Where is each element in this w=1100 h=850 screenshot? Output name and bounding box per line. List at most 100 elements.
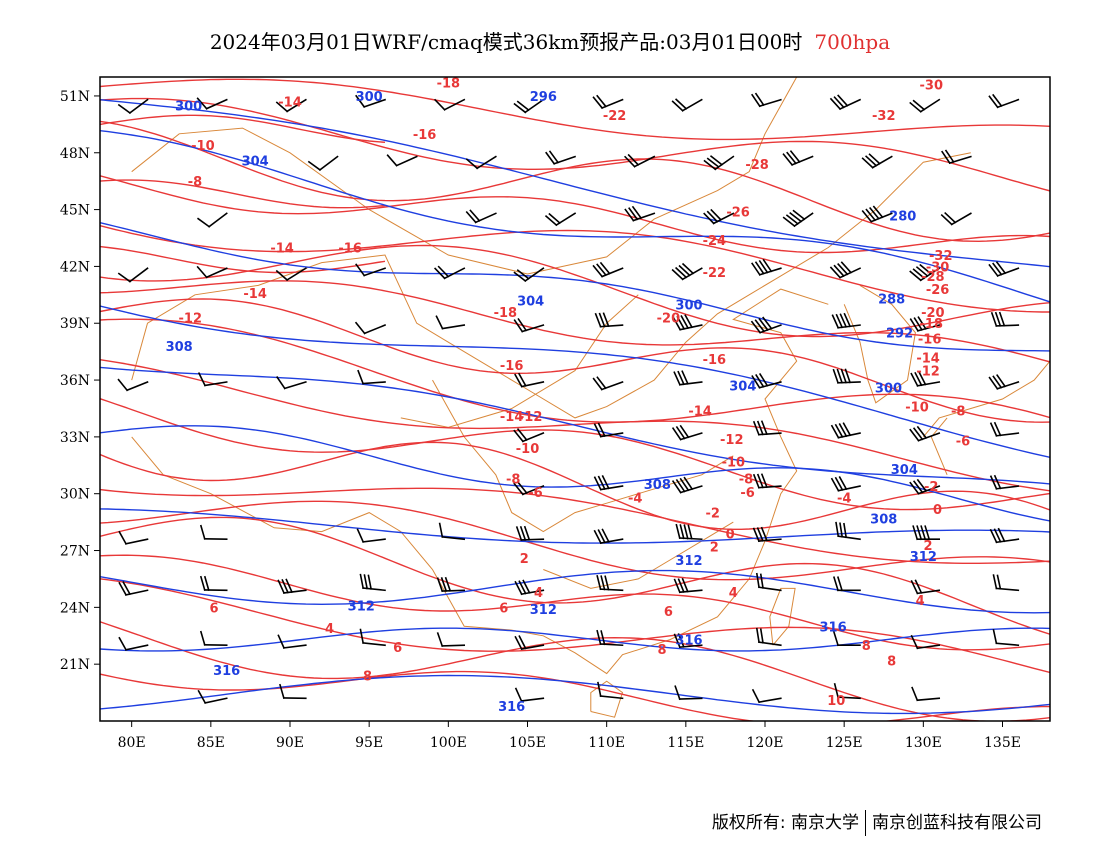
temperature-label: -10 xyxy=(905,401,929,416)
y-tick-label: 33N xyxy=(60,430,90,446)
temperature-label: -22 xyxy=(603,109,627,124)
wind-barb xyxy=(992,574,1020,592)
temperature-label: -4 xyxy=(628,491,642,506)
y-tick-label: 36N xyxy=(60,373,90,389)
temperature-label: 4 xyxy=(325,622,334,637)
wind-barb xyxy=(752,526,782,543)
wind-barb xyxy=(829,94,862,111)
temperature-label: 0 xyxy=(726,527,735,542)
height-contour xyxy=(100,305,1050,458)
wind-barb xyxy=(514,635,545,651)
wind-barb xyxy=(671,98,703,112)
x-tick-label: 135E xyxy=(984,735,1021,751)
temperature-label: 2 xyxy=(520,552,529,567)
height-label: 300 xyxy=(875,382,902,397)
wind-barb xyxy=(275,98,307,113)
wind-barb xyxy=(196,212,228,228)
temperature-contours xyxy=(100,78,1050,721)
temperature-label: -28 xyxy=(745,158,769,173)
temperature-label: -12 xyxy=(179,312,203,327)
temperature-label: -24 xyxy=(703,234,727,249)
temperature-label: -16 xyxy=(500,359,524,374)
temperature-label: -2 xyxy=(706,507,720,522)
footer-divider xyxy=(865,810,866,836)
wind-barb xyxy=(910,371,941,387)
wind-barb xyxy=(909,425,941,442)
wind-barb xyxy=(830,476,861,492)
isotherm xyxy=(100,245,386,274)
boundary-line xyxy=(131,152,971,419)
wind-barb xyxy=(674,685,703,701)
temperature-label: -8 xyxy=(506,473,520,488)
height-label: 316 xyxy=(213,664,240,679)
temperature-label: 4 xyxy=(534,586,543,601)
wind-barb xyxy=(118,636,149,651)
temperature-label: -14 xyxy=(270,241,294,256)
wind-barb xyxy=(197,372,228,387)
temperature-label: 8 xyxy=(887,654,896,669)
wind-barb xyxy=(988,261,1020,277)
wind-barb xyxy=(989,421,1020,437)
map-background xyxy=(100,77,1050,721)
height-label: 312 xyxy=(530,603,557,618)
height-contour xyxy=(100,222,1050,352)
isotherm xyxy=(100,298,1050,423)
wind-barb xyxy=(861,153,893,169)
wind-barb xyxy=(513,317,545,333)
height-label: 316 xyxy=(820,620,847,635)
wind-barb xyxy=(703,155,735,171)
boundary-line xyxy=(131,77,798,275)
wind-barb xyxy=(434,98,466,111)
y-tick-label: 27N xyxy=(60,544,90,560)
wind-barb xyxy=(992,629,1020,647)
temperature-label: -30 xyxy=(926,260,950,275)
height-label: 304 xyxy=(891,463,918,478)
isotherm xyxy=(100,120,1050,243)
wind-barb xyxy=(671,424,703,441)
temperature-label: -6 xyxy=(528,486,542,501)
temperature-label: -26 xyxy=(926,283,950,298)
height-label: 296 xyxy=(530,90,557,105)
height-contour xyxy=(100,366,1050,485)
y-tick-label: 21N xyxy=(60,657,90,673)
wind-barb xyxy=(514,687,545,703)
wind-barb xyxy=(596,574,624,592)
wind-barb xyxy=(355,263,387,277)
wind-barb xyxy=(545,150,577,165)
y-tick-label: 30N xyxy=(60,487,90,503)
boundary-line xyxy=(543,521,734,589)
temperature-label: -14 xyxy=(243,287,267,302)
temperature-label: -6 xyxy=(740,486,754,501)
y-tick-label: 45N xyxy=(60,203,90,219)
province-boundaries xyxy=(131,77,1050,718)
wind-barb xyxy=(988,374,1020,390)
wind-barb xyxy=(988,93,1020,109)
wind-barb xyxy=(277,634,307,649)
isotherm xyxy=(100,225,1050,313)
wind-barb xyxy=(910,634,941,650)
wind-barb xyxy=(592,376,624,391)
latitude-axis: 51N 48N 45N 42N 39N 36N 33N 30N 27N 24N 21N xyxy=(60,89,100,673)
y-tick-label: 39N xyxy=(60,316,90,332)
wind-barb xyxy=(434,265,466,280)
boundary-line xyxy=(922,360,1050,438)
height-contour xyxy=(100,425,1050,522)
x-tick-label: 100E xyxy=(430,735,467,751)
height-contour xyxy=(100,569,1050,614)
x-tick-label: 90E xyxy=(276,735,304,751)
wind-barb xyxy=(276,376,307,390)
wind-barb xyxy=(829,261,862,279)
temperature-label: -10 xyxy=(722,456,746,471)
wind-barb xyxy=(989,474,1020,490)
boundary-line xyxy=(400,294,639,428)
temperature-label: 6 xyxy=(209,601,218,616)
height-label: 312 xyxy=(675,554,702,569)
wind-barb xyxy=(833,682,861,700)
height-label: 304 xyxy=(729,380,756,395)
map-title-main: 2024年03月01日WRF/cmaq模式36km预报产品:03月01日00时 xyxy=(209,30,803,54)
wind-barb xyxy=(752,473,782,489)
map-frame xyxy=(99,76,1051,722)
temperature-label: -8 xyxy=(188,175,202,190)
wind-barb xyxy=(199,575,228,592)
temperature-label: 2 xyxy=(924,539,933,554)
